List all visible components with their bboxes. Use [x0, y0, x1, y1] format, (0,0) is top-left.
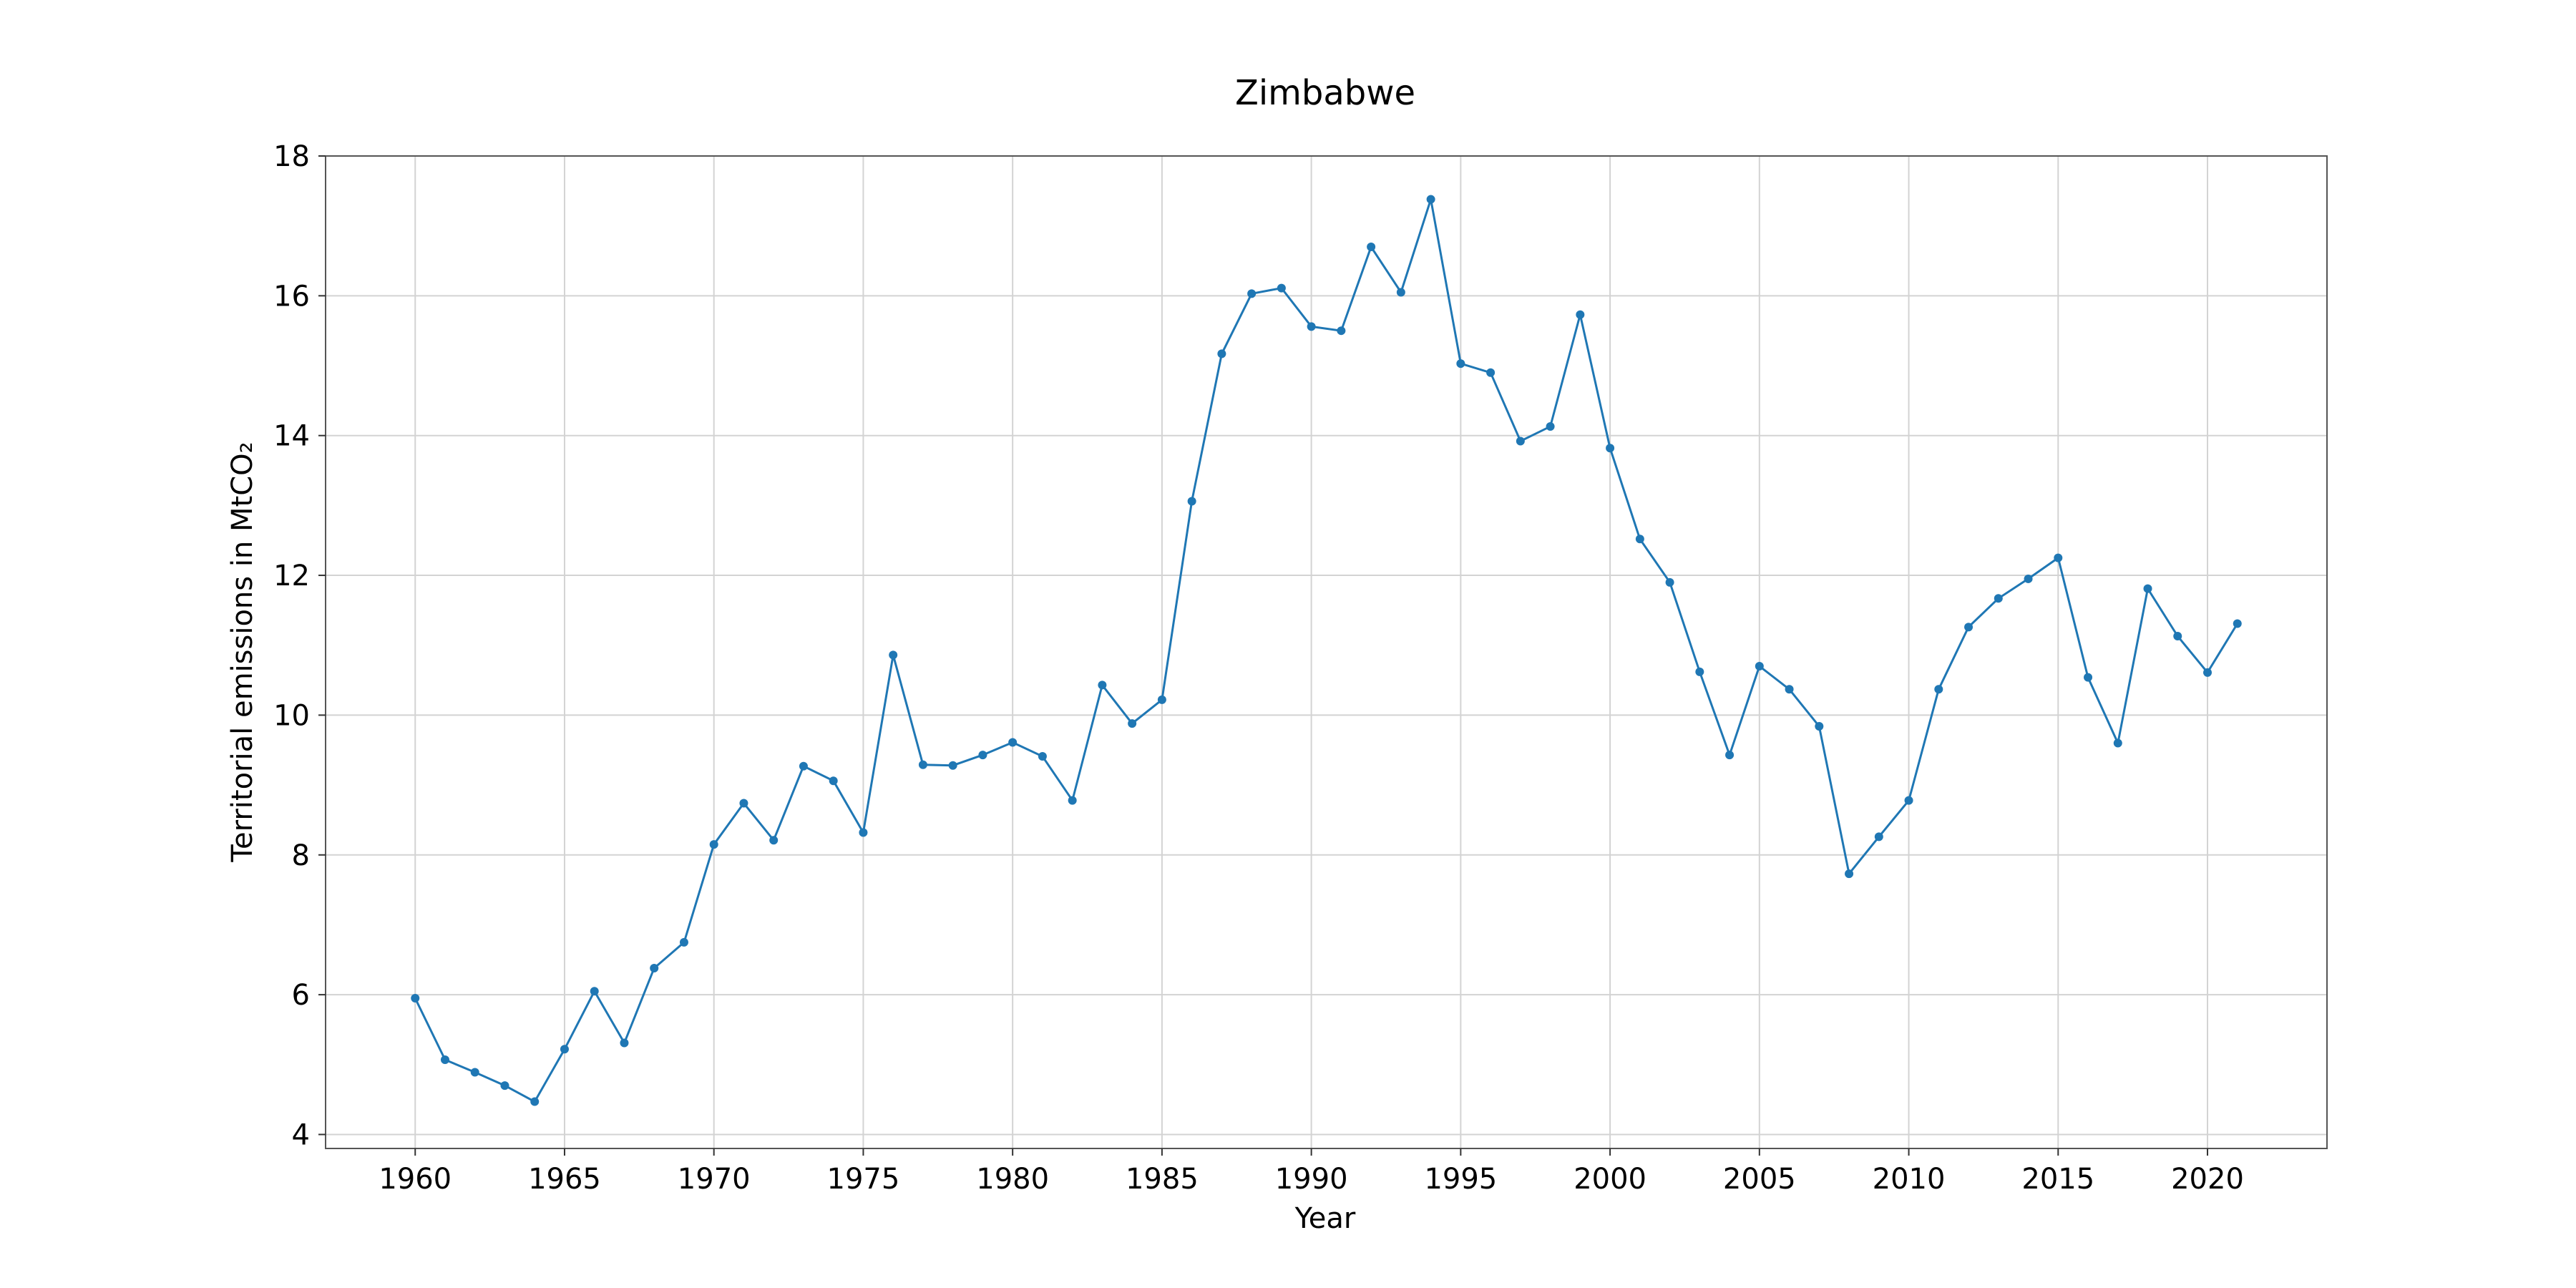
data-point [1635, 535, 1644, 544]
data-point [859, 828, 868, 837]
y-tick-label: 8 [292, 839, 310, 872]
data-point [1307, 322, 1316, 331]
data-point [1486, 368, 1496, 377]
data-point [1665, 577, 1674, 587]
y-tick-label: 6 [292, 979, 310, 1012]
data-point [500, 1081, 509, 1091]
data-point [2113, 738, 2122, 748]
grid-lines [326, 155, 2327, 1148]
chart-title: Zimbabwe [1235, 73, 1415, 113]
x-tick-label: 1980 [976, 1163, 1049, 1196]
x-tick-label: 1990 [1275, 1163, 1348, 1196]
data-point [1247, 289, 1257, 298]
data-point [2173, 632, 2182, 641]
data-point [2054, 553, 2063, 562]
x-tick-label: 2000 [1574, 1163, 1646, 1196]
data-point [1337, 326, 1346, 336]
data-point [829, 776, 838, 786]
data-point [1068, 796, 1077, 805]
data-point [1516, 436, 1525, 446]
data-point [1128, 719, 1137, 728]
data-point [1546, 422, 1555, 431]
data-point [2203, 668, 2212, 677]
x-tick-label: 1960 [379, 1163, 452, 1196]
x-tick-label: 1970 [678, 1163, 751, 1196]
x-axis-label: Year [1294, 1202, 1356, 1235]
data-point [2233, 619, 2242, 628]
plot-frame [325, 155, 2328, 1149]
data-point [650, 963, 659, 972]
data-point [889, 650, 898, 660]
data-point [1008, 738, 1018, 747]
data-point [560, 1045, 569, 1054]
data-point [739, 799, 748, 808]
series-layer [411, 195, 2242, 1106]
y-tick-label: 10 [273, 699, 310, 732]
x-tick-label: 1965 [528, 1163, 601, 1196]
data-point [1396, 288, 1405, 297]
data-point [1367, 242, 1376, 251]
data-point [1964, 623, 1974, 632]
data-point [2084, 673, 2093, 682]
y-tick-label: 18 [273, 140, 310, 173]
y-tick-label: 4 [292, 1118, 310, 1151]
x-tick-label: 2020 [2171, 1163, 2244, 1196]
data-point [590, 987, 599, 996]
data-point [1994, 594, 2003, 603]
data-point [978, 751, 987, 760]
data-point [1934, 685, 1943, 694]
data-point [470, 1068, 479, 1077]
data-point [1576, 310, 1585, 319]
data-point [1815, 722, 1824, 731]
data-point [1845, 869, 1854, 879]
data-point [1725, 751, 1735, 760]
x-tick-label: 1995 [1424, 1163, 1497, 1196]
axis-ticks: 1960 1965 1970 1975 1980 1985 1990 1995 2000 2005… [273, 140, 2244, 1196]
data-point [1456, 359, 1465, 369]
data-point [709, 840, 718, 849]
x-tick-label: 2005 [1723, 1163, 1796, 1196]
data-point [440, 1055, 449, 1064]
data-point [948, 761, 957, 770]
data-point [1426, 195, 1435, 204]
x-tick-label: 2010 [1873, 1163, 1946, 1196]
data-point [1874, 832, 1883, 841]
data-point [411, 993, 420, 1002]
x-tick-label: 2015 [2021, 1163, 2094, 1196]
data-point [620, 1038, 629, 1048]
data-point [1785, 685, 1794, 694]
data-point [918, 760, 927, 769]
data-point [1217, 349, 1226, 358]
data-point [2143, 584, 2152, 593]
data-point [530, 1097, 540, 1106]
y-tick-label: 14 [273, 420, 310, 453]
x-tick-label: 1975 [827, 1163, 900, 1196]
data-point [1277, 283, 1286, 293]
data-point [769, 836, 779, 845]
data-point [1038, 752, 1047, 761]
data-point [1695, 667, 1704, 676]
data-point [1187, 497, 1196, 506]
y-axis-label: Territorial emissions in MtCO₂ [226, 441, 259, 862]
data-point [1755, 662, 1764, 671]
x-tick-label: 1985 [1126, 1163, 1199, 1196]
data-point [679, 937, 688, 947]
data-point [1157, 695, 1166, 704]
y-tick-label: 12 [273, 560, 310, 592]
data-point [1098, 680, 1107, 690]
data-point [1904, 796, 1913, 805]
data-point [2024, 574, 2033, 583]
data-point [799, 761, 808, 771]
series-line [414, 199, 2239, 1103]
data-point [1606, 444, 1615, 453]
y-tick-label: 16 [273, 280, 310, 313]
